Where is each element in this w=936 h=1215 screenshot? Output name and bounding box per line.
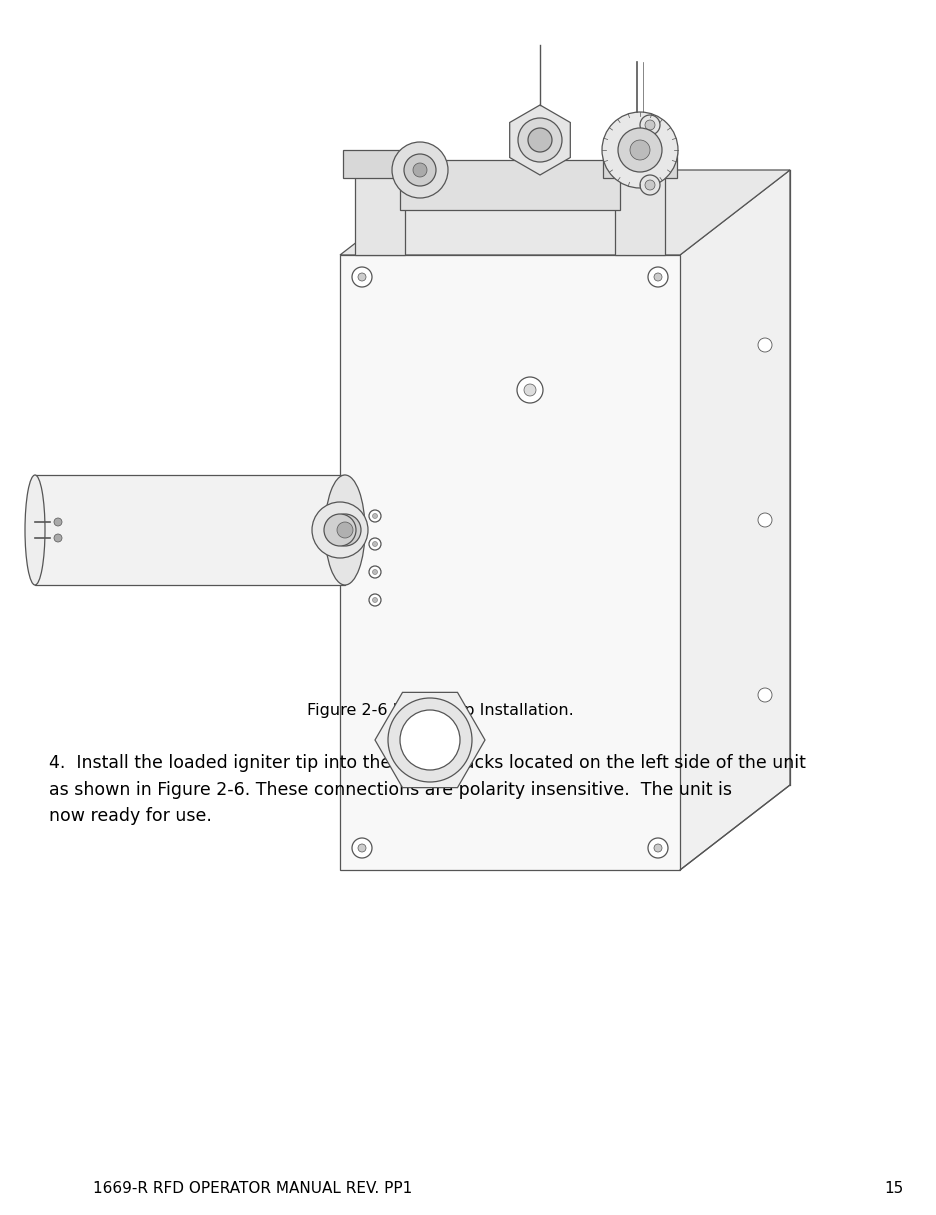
Ellipse shape xyxy=(325,475,365,584)
Circle shape xyxy=(352,267,372,287)
Circle shape xyxy=(645,120,655,130)
Circle shape xyxy=(54,535,62,542)
Text: 1669-R RFD OPERATOR MANUAL REV. PP1: 1669-R RFD OPERATOR MANUAL REV. PP1 xyxy=(93,1181,413,1196)
Circle shape xyxy=(369,566,381,578)
Circle shape xyxy=(618,128,662,173)
Circle shape xyxy=(645,180,655,190)
Circle shape xyxy=(392,142,448,198)
Bar xyxy=(343,149,417,179)
Circle shape xyxy=(602,112,678,188)
Circle shape xyxy=(758,513,772,527)
Circle shape xyxy=(373,542,377,547)
Circle shape xyxy=(324,514,356,546)
Text: now ready for use.: now ready for use. xyxy=(49,808,212,825)
Text: Figure 2-6 Igniter Tip Installation.: Figure 2-6 Igniter Tip Installation. xyxy=(307,703,573,718)
Circle shape xyxy=(358,844,366,852)
Circle shape xyxy=(352,838,372,858)
Circle shape xyxy=(758,338,772,352)
Circle shape xyxy=(400,710,460,770)
Circle shape xyxy=(369,538,381,550)
Circle shape xyxy=(640,175,660,194)
Circle shape xyxy=(337,522,353,538)
Circle shape xyxy=(54,518,62,526)
Ellipse shape xyxy=(25,475,45,584)
Bar xyxy=(355,160,405,255)
Circle shape xyxy=(312,502,368,558)
Text: as shown in Figure 2-6. These connections are polarity insensitive.  The unit is: as shown in Figure 2-6. These connection… xyxy=(49,781,732,798)
Polygon shape xyxy=(340,170,790,255)
Bar xyxy=(615,160,665,255)
Text: 4.  Install the loaded igniter tip into the igniter jacks located on the left si: 4. Install the loaded igniter tip into t… xyxy=(49,755,806,772)
Circle shape xyxy=(654,844,662,852)
Bar xyxy=(340,255,680,870)
Circle shape xyxy=(413,163,427,177)
Circle shape xyxy=(648,267,668,287)
Circle shape xyxy=(640,145,660,165)
Bar xyxy=(603,149,677,179)
Circle shape xyxy=(640,115,660,135)
Circle shape xyxy=(524,384,536,396)
Circle shape xyxy=(654,273,662,281)
Circle shape xyxy=(404,154,436,186)
Circle shape xyxy=(369,510,381,522)
Circle shape xyxy=(373,598,377,603)
Circle shape xyxy=(648,838,668,858)
Circle shape xyxy=(373,514,377,519)
Text: 15: 15 xyxy=(885,1181,903,1196)
Circle shape xyxy=(630,140,650,160)
Circle shape xyxy=(517,377,543,403)
Circle shape xyxy=(528,128,552,152)
Circle shape xyxy=(758,688,772,702)
Bar xyxy=(400,160,620,210)
Circle shape xyxy=(369,594,381,606)
Bar xyxy=(35,475,345,584)
Circle shape xyxy=(645,149,655,160)
Circle shape xyxy=(388,697,472,782)
Circle shape xyxy=(358,273,366,281)
Circle shape xyxy=(329,514,361,546)
Circle shape xyxy=(373,570,377,575)
Circle shape xyxy=(518,118,562,162)
Polygon shape xyxy=(680,170,790,870)
